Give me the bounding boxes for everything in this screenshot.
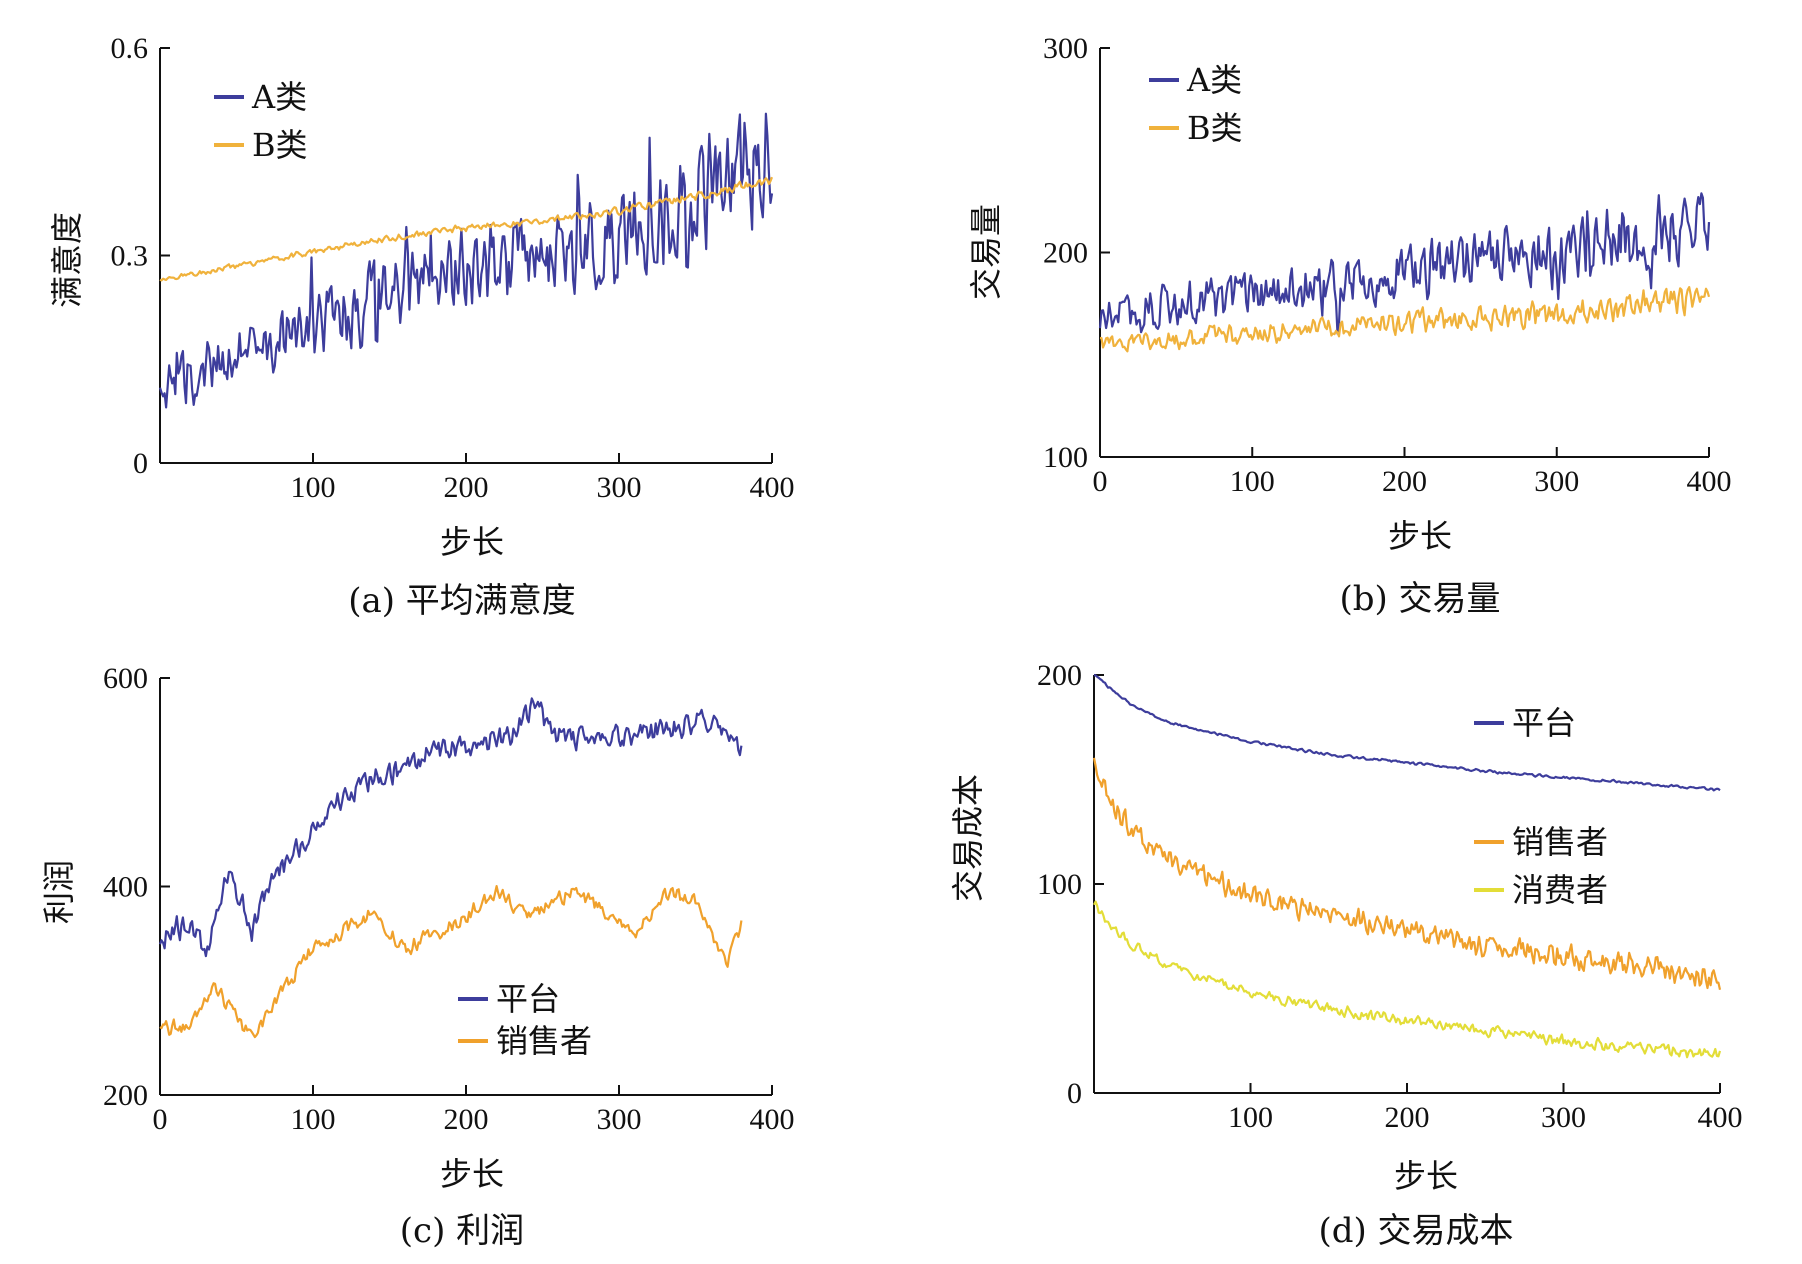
- chart-b-caption: (b) 交易量: [1339, 579, 1500, 619]
- chart-c-y-tick-label: 200: [103, 1079, 148, 1112]
- chart-b-svg: 交易量 步长 (b) 交易量 0 100 200 300 400100200300A类B…: [967, 32, 1732, 619]
- chart-a-series-line: [159, 176, 774, 282]
- chart-a-ylabel: 满意度: [48, 212, 86, 308]
- chart-c-x-tick-label: 100: [291, 1103, 336, 1136]
- chart-c-x-tick-label: 200: [444, 1103, 489, 1136]
- chart-a-xlabel: 步长: [440, 523, 504, 561]
- chart-a-y-tick-label: 0.6: [111, 32, 149, 65]
- chart-b-y-tick-label: 300: [1043, 32, 1088, 65]
- chart-b-y-tick-label: 100: [1043, 441, 1088, 474]
- chart-a-y-tick-label: 0: [133, 447, 148, 480]
- chart-b-series-line: [1099, 286, 1711, 353]
- chart-b-y-tick-label: 200: [1043, 237, 1088, 270]
- chart-a-legend-label: B类: [252, 126, 308, 164]
- chart-d-legend-label: 平台: [1512, 704, 1576, 742]
- chart-d-legend-label: 消费者: [1512, 871, 1608, 909]
- chart-d-x-tick-label: 400: [1698, 1101, 1743, 1134]
- chart-a-y-tick-label: 0.3: [111, 240, 149, 273]
- chart-d-x-tick-label: 300: [1541, 1101, 1586, 1134]
- chart-b-series-line: [1098, 192, 1711, 335]
- chart-b-legend-label: B类: [1187, 109, 1243, 147]
- chart-c-caption: (c) 利润: [400, 1211, 524, 1251]
- chart-c-ylabel: 利润: [40, 860, 78, 924]
- chart-c-series-line: [158, 697, 743, 958]
- chart-a-x-tick-label: 300: [597, 471, 642, 504]
- chart-b-x-tick-label: 0: [1093, 465, 1108, 498]
- chart-d-y-tick-label: 100: [1037, 868, 1082, 901]
- chart-d-series-line: [1093, 900, 1722, 1059]
- chart-a-x-tick-label: 200: [444, 471, 489, 504]
- chart-panel-b: 交易量 步长 (b) 交易量 0 100 200 300 400 100 200 300 A类 B…: [901, 0, 1802, 630]
- chart-c-x-tick-label: 400: [750, 1103, 795, 1136]
- chart-b-x-tick-label: 400: [1687, 465, 1732, 498]
- chart-d-caption: (d) 交易成本: [1318, 1211, 1513, 1251]
- chart-a-legend-label: A类: [251, 78, 307, 116]
- chart-b-x-tick-label: 200: [1382, 465, 1427, 498]
- chart-b-ylabel: 交易量: [967, 204, 1005, 300]
- chart-d-series-line: [1092, 757, 1722, 991]
- chart-panel-d: 交易成本 步长 (d) 交易成本 100 200 300 400 0 100 200 平台销售…: [901, 630, 1802, 1260]
- chart-a-x-tick-label: 400: [750, 471, 795, 504]
- chart-d-legend-label: 销售者: [1512, 823, 1608, 861]
- chart-d-x-tick-label: 200: [1385, 1101, 1430, 1134]
- chart-a-svg: 满意度 步长 (a) 平均满意度 100 200 300 400 0 0.3 0.6 A类 B类: [48, 32, 795, 621]
- chart-a-caption: (a) 平均满意度: [348, 581, 576, 621]
- chart-b-x-tick-label: 100: [1230, 465, 1275, 498]
- chart-c-legend-label: 销售者: [496, 1022, 592, 1060]
- chart-c-legend-label: 平台: [496, 980, 560, 1018]
- chart-a-series-line: [158, 112, 774, 409]
- chart-d-xlabel: 步长: [1394, 1157, 1458, 1195]
- chart-d-y-tick-label: 0: [1067, 1077, 1082, 1110]
- chart-c-xlabel: 步长: [440, 1155, 504, 1193]
- chart-panel-a: 满意度 步长 (a) 平均满意度 100 200 300 400 0 0.3 0.6 A类 B类: [0, 0, 901, 630]
- chart-c-x-tick-label: 300: [597, 1103, 642, 1136]
- chart-panel-c: 利润 步长 (c) 利润 0 100 200 300 400 200 400 600 平台销售者: [0, 630, 901, 1260]
- chart-b-xlabel: 步长: [1388, 517, 1452, 555]
- chart-c-x-tick-label: 0: [153, 1103, 168, 1136]
- chart-b-legend-label: A类: [1186, 61, 1242, 99]
- chart-d-x-tick-label: 100: [1228, 1101, 1273, 1134]
- chart-c-y-tick-label: 400: [103, 871, 148, 904]
- chart-c-series-line: [159, 885, 743, 1039]
- chart-d-svg: 交易成本 步长 (d) 交易成本 100 200 300 400 0 100 200 平台销售…: [949, 659, 1743, 1251]
- chart-d-ylabel: 交易成本: [949, 774, 987, 902]
- chart-d-y-tick-label: 200: [1037, 659, 1082, 692]
- chart-a-x-tick-label: 100: [291, 471, 336, 504]
- chart-c-y-tick-label: 600: [103, 662, 148, 695]
- chart-b-x-tick-label: 300: [1534, 465, 1579, 498]
- chart-d-series-line: [1093, 673, 1721, 792]
